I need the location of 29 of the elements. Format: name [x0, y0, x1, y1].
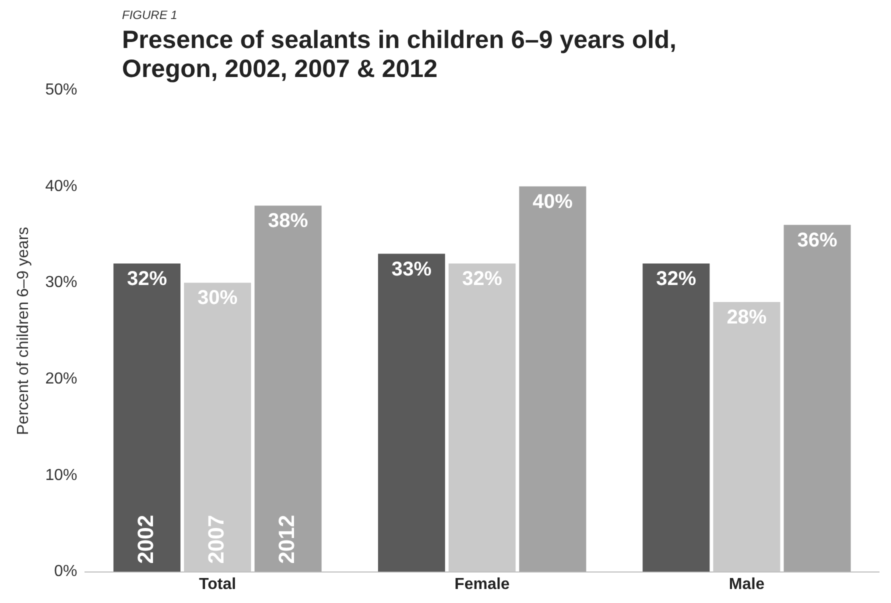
bar [642, 263, 710, 572]
data-label: 33% [392, 258, 432, 280]
y-tick-label: 20% [45, 370, 78, 388]
y-tick-label: 30% [45, 274, 78, 292]
bar [113, 263, 180, 572]
chart-subtitle: FIGURE 1 [122, 8, 178, 22]
series-label: 2012 [274, 514, 300, 564]
y-tick-label: 10% [45, 466, 78, 484]
series-label: 2002 [133, 514, 158, 564]
data-label: 32% [126, 268, 168, 290]
bar [784, 224, 851, 572]
data-label: 32% [656, 268, 696, 290]
chart-title: Presence of sealants in children 6–9 years old, Oregon, 2002, 2007 & 2012 [122, 26, 678, 84]
data-label: 36% [797, 229, 838, 252]
bar [519, 186, 586, 572]
bar [378, 254, 446, 572]
bar [184, 282, 252, 572]
y-tick-label: 0% [54, 563, 78, 580]
y-tick-label: 40% [45, 178, 78, 195]
x-tick-label: Total [199, 576, 236, 593]
bar [448, 263, 516, 572]
data-label: 40% [532, 190, 573, 213]
bar [713, 302, 780, 572]
data-label: 38% [268, 210, 308, 232]
y-tick-label: 50% [45, 81, 78, 98]
bar [254, 206, 322, 572]
x-tick-label: Female [454, 576, 510, 593]
y-axis-title: Percent of children 6–9 years [15, 226, 32, 435]
x-tick-label: Male [728, 576, 765, 593]
